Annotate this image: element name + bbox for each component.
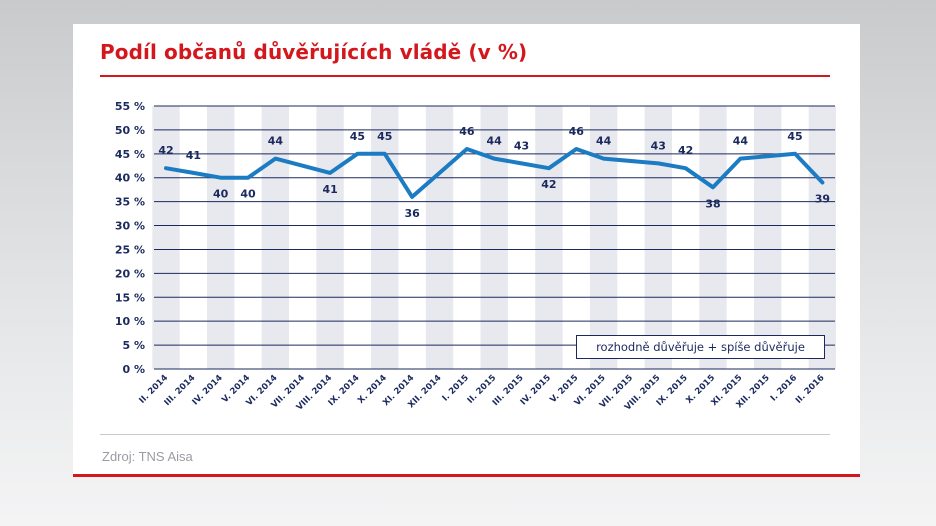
y-tick-label: 5 % [122,339,145,352]
x-tick-label: IV. 2014 [191,373,225,407]
data-label: 43 [651,139,666,152]
data-label: 42 [678,144,693,157]
y-tick-label: 55 % [115,100,145,113]
column-band [808,106,837,369]
y-tick-label: 10 % [115,315,145,328]
y-tick-label: 40 % [115,172,145,185]
column-band [699,106,727,369]
y-tick-label: 30 % [115,220,145,233]
column-band [754,106,782,369]
bottom-accent-bar [73,474,860,477]
source-divider [100,434,830,435]
column-band [261,106,290,369]
column-band [425,106,454,369]
data-label: 42 [541,178,556,191]
column-band [371,106,399,369]
source-note: Zdroj: TNS Aisa [102,449,193,464]
chart-legend: rozhodně důvěřuje + spíše důvěřuje [576,335,825,359]
data-label: 46 [459,125,475,138]
x-tick-label: II. 2016 [794,373,827,406]
y-tick-label: 25 % [115,243,145,256]
y-tick-label: 35 % [115,196,145,209]
chart-card [73,24,860,476]
y-tick-label: 20 % [115,267,145,280]
data-label: 44 [733,135,749,148]
y-tick-label: 15 % [115,291,145,304]
data-label: 46 [569,125,585,138]
column-band [207,106,235,369]
data-label: 41 [186,149,201,162]
data-label: 40 [213,188,229,201]
column-band [480,106,508,369]
data-label: 43 [514,139,529,152]
data-label: 45 [377,130,392,143]
data-label: 45 [787,130,802,143]
column-band [535,106,563,369]
y-tick-label: 50 % [115,124,145,137]
x-tick-label: IV. 2015 [519,373,553,407]
data-label: 38 [705,197,720,210]
data-label: 36 [404,207,420,220]
column-band [644,106,672,369]
data-label: 44 [596,135,612,148]
data-label: 44 [487,135,503,148]
column-band [589,106,618,369]
data-label: 45 [350,130,365,143]
column-band [316,106,344,369]
data-label: 44 [268,135,284,148]
data-label: 40 [240,188,256,201]
column-band [152,106,180,369]
y-tick-label: 45 % [115,148,145,161]
data-label: 42 [158,144,173,157]
data-label: 39 [815,193,830,206]
y-tick-label: 0 % [122,363,145,376]
series-line [164,147,825,199]
title-divider [100,75,830,77]
data-label: 41 [322,183,337,196]
chart-title: Podíl občanů důvěřujících vládě (v %) [100,40,528,64]
